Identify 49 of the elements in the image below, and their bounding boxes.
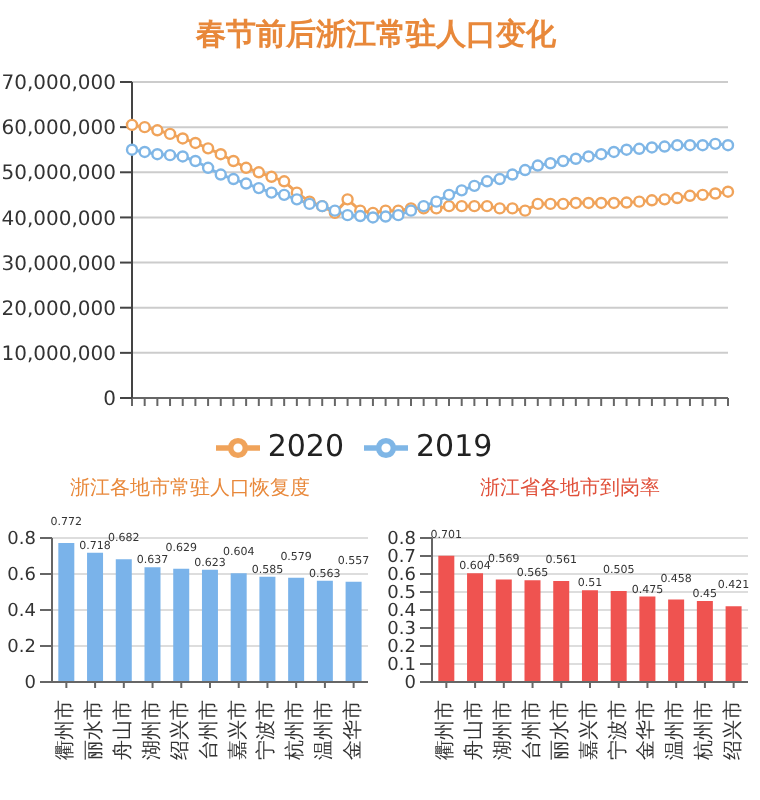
y-tick-label: 30,000,000 <box>1 253 116 276</box>
y-tick-label: 20,000,000 <box>1 298 116 321</box>
y-tick-label: 0 <box>103 389 116 412</box>
y-tick-label: 60,000,000 <box>1 118 116 141</box>
y-tick-label: 0.1 <box>387 656 416 677</box>
y-tick-label: 0.3 <box>387 620 416 641</box>
x-tick-label: 金华市 <box>340 700 365 760</box>
x-tick-label: 丽水市 <box>82 700 107 760</box>
x-tick-label: 舟山市 <box>110 700 135 760</box>
x-tick-label: 杭州市 <box>691 700 716 762</box>
y-tick-label: 0.7 <box>387 548 416 569</box>
y-tick-label: 0.5 <box>387 584 416 605</box>
y-tick-label: 10,000,000 <box>1 343 116 366</box>
y-tick-label: 0.4 <box>7 602 37 623</box>
x-tick-label: 温州市 <box>311 700 336 760</box>
legend-label: 2020 <box>267 428 344 465</box>
y-tick-label: 50,000,000 <box>1 163 116 186</box>
y-tick-label: 0.2 <box>7 638 36 659</box>
y-tick-label: 0.2 <box>387 638 416 659</box>
x-tick-label: 绍兴市 <box>168 700 193 760</box>
y-tick-label: 0.6 <box>7 566 37 587</box>
x-tick-label: 金华市 <box>634 700 659 760</box>
y-tick-label: 0 <box>404 674 417 695</box>
x-tick-label: 绍兴市 <box>720 700 745 760</box>
x-tick-label: 丽水市 <box>548 700 573 760</box>
x-tick-label: 舟山市 <box>462 700 487 760</box>
x-tick-label: 宁波市 <box>605 700 630 760</box>
legend-label: 2019 <box>416 428 493 465</box>
x-tick-label: 嘉兴市 <box>225 700 250 760</box>
y-tick-label: 0.8 <box>7 530 37 551</box>
chart-title: 浙江各地市常驻人口恢复度 <box>68 475 312 502</box>
x-tick-label: 温州市 <box>663 700 688 760</box>
x-tick-label: 台州市 <box>197 700 221 760</box>
x-tick-label: 嘉兴市 <box>577 700 601 760</box>
x-tick-label: 杭州市 <box>283 700 308 762</box>
x-tick-label: 衢州市 <box>53 700 78 760</box>
y-tick-label: 0 <box>24 674 37 695</box>
y-tick-label: 0.6 <box>387 566 417 587</box>
chart-title: 春节前后浙江常驻人口变化 <box>193 16 558 54</box>
x-tick-label: 衢州市 <box>433 700 458 760</box>
x-tick-label: 台州市 <box>519 700 544 760</box>
y-tick-label: 0.4 <box>387 602 417 623</box>
chart-title: 浙江省各地市到岗率 <box>478 475 662 502</box>
y-tick-label: 70,000,000 <box>1 73 116 96</box>
y-tick-label: 0.8 <box>387 530 417 551</box>
x-tick-label: 湖州市 <box>139 700 164 760</box>
x-tick-label: 湖州市 <box>490 700 515 760</box>
y-tick-label: 40,000,000 <box>1 208 116 231</box>
x-tick-label: 宁波市 <box>254 700 279 760</box>
